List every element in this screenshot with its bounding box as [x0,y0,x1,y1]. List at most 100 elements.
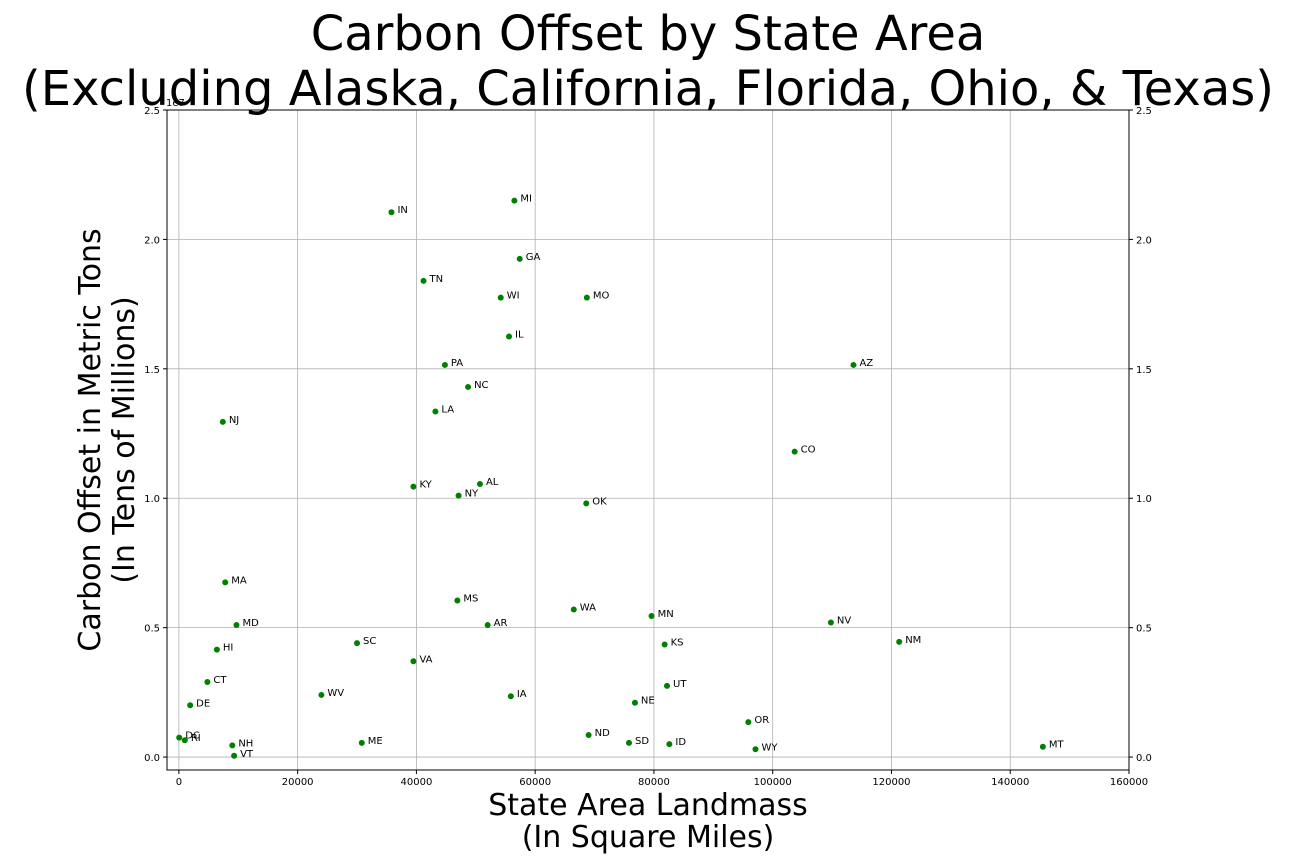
chart-title-line-1: Carbon Offset by State Area [311,6,986,62]
data-point-sd [625,739,632,746]
y-axis-label-line-2: (In Tens of Millions) [107,296,142,583]
data-point-hi [213,646,220,653]
data-point-tn [420,277,427,284]
data-point-ut [664,682,671,689]
data-label-mi: MI [520,194,532,205]
data-point-wy [752,746,759,753]
chart-title-line-2: (Excluding Alaska, California, Florida, … [22,61,1274,117]
data-label-in: IN [397,205,407,216]
data-point-nh [229,742,236,749]
data-label-wa: WA [580,603,596,614]
data-label-ct: CT [213,675,227,686]
data-label-sd: SD [635,736,649,747]
data-point-mo [583,294,590,301]
data-point-de [187,702,194,709]
data-label-il: IL [515,329,524,340]
data-label-me: ME [368,736,383,747]
data-label-nv: NV [837,615,851,626]
x-tick-label: 0 [176,777,182,788]
y-tick-label-right: 1.5 [1136,365,1152,376]
data-label-vt: VT [240,749,254,760]
y-tick-label-left: 1.0 [144,494,160,505]
y-tick-label-right: 0.5 [1136,624,1152,635]
data-label-wy: WY [761,742,778,753]
data-label-ar: AR [494,618,508,629]
data-point-mn [648,613,655,619]
data-point-id [666,741,673,748]
data-label-ks: KS [671,637,684,648]
data-point-ga [516,255,523,262]
data-point-nv [827,619,834,626]
data-label-nm: NM [905,635,921,646]
data-point-az [850,361,857,368]
data-label-hi: HI [223,643,233,654]
grid-lines [167,109,1130,770]
y-tick-label-left: 2.5 [144,106,160,117]
data-label-nc: NC [474,380,488,391]
data-label-ia: IA [517,689,527,700]
data-label-ok: OK [592,496,607,507]
data-label-wi: WI [507,291,520,302]
x-tick-label: 140000 [991,777,1029,788]
data-point-ok [583,500,590,507]
data-point-or [745,719,752,726]
data-point-me [358,739,365,746]
data-label-va: VA [419,654,432,665]
data-point-ct [204,679,211,685]
data-label-ny: NY [465,489,479,500]
data-point-wi [497,294,504,301]
data-label-la: LA [441,405,454,416]
x-axis-label-line-1: State Area Landmass [488,788,808,823]
data-point-in [388,209,395,216]
x-tick-label: 60000 [519,777,551,788]
data-point-nm [896,638,903,645]
data-label-md: MD [242,618,259,629]
x-axis-label-line-2: (In Square Miles) [522,820,775,855]
y-tick-label-right: 2.0 [1136,235,1152,246]
x-tick-label: 80000 [638,777,670,788]
data-label-or: OR [754,715,769,726]
data-label-nj: NJ [229,415,239,426]
data-point-ms [454,597,461,604]
data-point-ma [222,579,229,586]
data-point-ky [410,483,417,490]
y-tick-label-left: 1.5 [144,365,160,376]
data-point-nc [465,383,472,390]
data-point-la [432,408,439,415]
y-tick-label-left: 0.0 [144,753,160,764]
y-tick-label-right: 0.0 [1136,753,1152,764]
plot-frame [166,109,1130,771]
data-point-ny [455,492,462,499]
x-tick-label: 40000 [401,777,433,788]
data-label-ma: MA [231,575,247,586]
data-label-de: DE [196,698,210,709]
y-axis-ticks: 0.0 0.0 0.5 0.5 1.0 1.0 1.5 1.5 2.0 2.0 2.5 2.5 [144,106,1152,764]
data-point-il [506,333,513,340]
data-label-nh: NH [238,738,253,749]
data-label-pa: PA [451,358,463,369]
data-label-mn: MN [658,609,674,620]
data-label-ri: RI [191,733,201,744]
data-point-ri [181,737,188,744]
data-point-ia [507,693,514,700]
data-point-ks [661,641,668,648]
data-point-nd [585,732,592,739]
data-label-ut: UT [673,679,687,690]
data-label-co: CO [801,445,816,456]
data-label-ga: GA [526,252,541,263]
y-tick-label-left: 2.0 [144,235,160,246]
data-label-wv: WV [327,688,344,699]
data-point-mt [1039,743,1046,750]
x-axis-ticks: 0 20000 40000 60000 80000 100000 120000 140000 1… [176,770,1148,788]
data-point-pa [441,361,448,368]
data-point-vt [231,752,238,759]
data-point-wv [318,691,325,698]
y-axis-offset-text: 1e7 [166,98,185,109]
data-point-ar [484,622,491,629]
data-point-co [791,448,798,455]
data-point-va [410,658,417,665]
data-label-mo: MO [593,291,610,302]
data-label-mt: MT [1049,740,1065,751]
data-point-nj [219,418,226,425]
